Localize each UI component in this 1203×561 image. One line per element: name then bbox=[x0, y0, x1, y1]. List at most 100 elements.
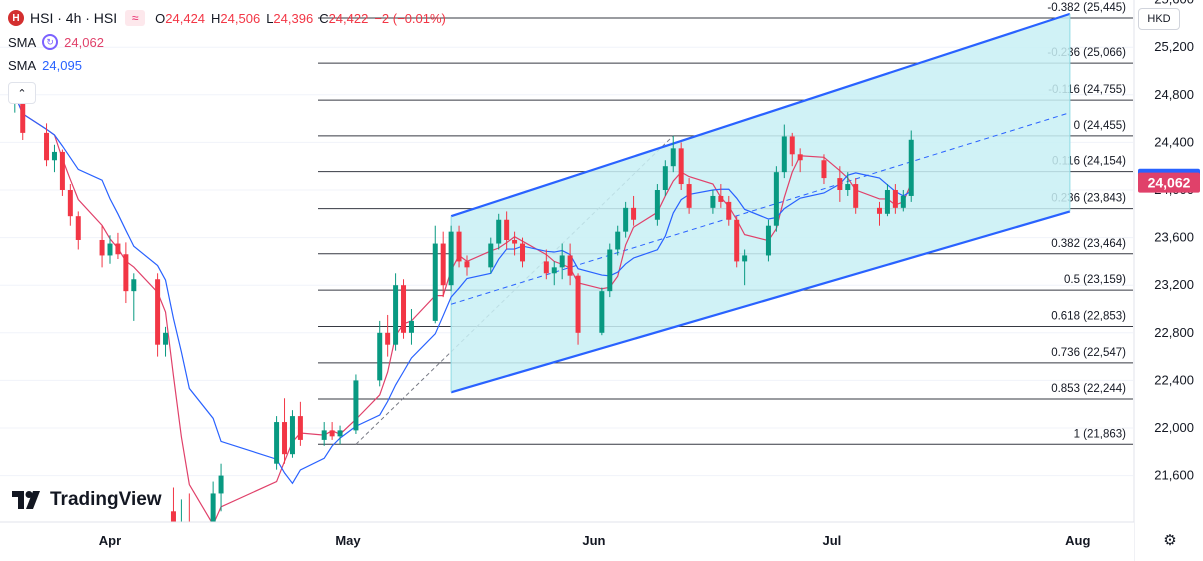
time-tick-label: Jun bbox=[582, 533, 605, 548]
price-tick-label: 23,200 bbox=[1154, 277, 1194, 292]
refresh-icon[interactable]: ↻ bbox=[42, 34, 59, 50]
candle-body bbox=[781, 136, 787, 173]
candle-body bbox=[742, 255, 748, 262]
candle-body bbox=[20, 94, 26, 133]
candle-body bbox=[401, 285, 407, 333]
candle-body bbox=[789, 136, 795, 155]
price-tick-label: 22,000 bbox=[1154, 420, 1194, 435]
candle-body bbox=[353, 380, 359, 431]
price-tick-label: 22,400 bbox=[1154, 372, 1194, 387]
candle-body bbox=[670, 148, 676, 167]
candle-body bbox=[615, 231, 621, 250]
candle-body bbox=[408, 320, 414, 333]
ohlc-close-value: 24,422 bbox=[328, 10, 369, 26]
channel-fill bbox=[451, 13, 1070, 393]
ohlc-low-value: 24,396 bbox=[273, 10, 314, 26]
candle-body bbox=[908, 139, 914, 196]
candle-body bbox=[837, 178, 843, 190]
ohlc-open-value: 24,424 bbox=[165, 10, 206, 26]
candle-body bbox=[282, 422, 288, 455]
candle-body bbox=[337, 430, 343, 437]
indicator-value: 24,062 bbox=[64, 34, 104, 50]
candle-body bbox=[654, 190, 660, 220]
compare-icon[interactable]: ≈ bbox=[125, 10, 146, 26]
brand-name: TradingView bbox=[50, 489, 162, 510]
candle-body bbox=[385, 332, 391, 345]
fib-level-label: 0.618 (22,853) bbox=[1051, 310, 1126, 322]
candle-body bbox=[900, 195, 906, 208]
candle-body bbox=[559, 255, 565, 268]
candle-body bbox=[107, 243, 113, 256]
candle-body bbox=[440, 243, 446, 286]
ohlc-high-value: 24,506 bbox=[220, 10, 261, 26]
candle-body bbox=[662, 166, 668, 190]
candle-body bbox=[218, 475, 224, 494]
time-tick-label: Jul bbox=[823, 533, 842, 548]
candle-body bbox=[289, 416, 295, 455]
tradingview-mark-icon bbox=[12, 491, 40, 509]
candle-body bbox=[797, 154, 803, 161]
candle-body bbox=[623, 207, 629, 232]
candle-body bbox=[678, 148, 684, 185]
ohlc-high-key: H bbox=[211, 10, 221, 26]
tradingview-logo: TradingView bbox=[12, 489, 162, 511]
ohlc-close-key: C bbox=[319, 10, 329, 26]
time-tick-label: Apr bbox=[99, 533, 121, 548]
symbol-title[interactable]: HSI · 4h · HSI bbox=[30, 10, 118, 26]
candle-body bbox=[892, 190, 898, 208]
candle-body bbox=[631, 207, 637, 220]
price-tag bbox=[1138, 172, 1200, 193]
price-axis-bg bbox=[1134, 0, 1203, 561]
indicator-sma-slow[interactable]: SMA 24,095 bbox=[8, 58, 82, 73]
candle-body bbox=[496, 219, 502, 244]
candle-body bbox=[44, 132, 50, 161]
price-tick-label: 21,600 bbox=[1154, 468, 1194, 483]
fib-level-label: 0.736 (22,547) bbox=[1051, 347, 1126, 359]
candle-body bbox=[99, 239, 105, 256]
candle-body bbox=[464, 261, 470, 268]
candle-body bbox=[377, 332, 383, 381]
candle-body bbox=[575, 275, 581, 333]
candle-body bbox=[726, 201, 732, 220]
candle-body bbox=[504, 219, 510, 240]
indicator-name: SMA bbox=[8, 34, 37, 50]
fib-level-label: 0.382 (23,464) bbox=[1051, 238, 1126, 250]
parallel-channel bbox=[450, 12, 1071, 394]
chart-header: H HSI · 4h · HSI ≈ O 24,424 H 24,506 L 2… bbox=[8, 8, 452, 28]
price-tick-label: 25,600 bbox=[1154, 0, 1194, 7]
price-tick-label: 23,600 bbox=[1154, 230, 1194, 245]
price-change: −2 (−0.01%) bbox=[374, 10, 446, 26]
candle-body bbox=[321, 430, 327, 440]
price-tick-label: 24,800 bbox=[1154, 87, 1194, 102]
candle-body bbox=[59, 151, 65, 190]
ohlc-open-key: O bbox=[155, 10, 166, 26]
fib-level-label: 1 (21,863) bbox=[1074, 428, 1127, 440]
indicator-value: 24,095 bbox=[42, 58, 82, 73]
currency-button[interactable]: HKD bbox=[1138, 8, 1180, 30]
price-tick-label: 24,400 bbox=[1154, 134, 1194, 149]
sma-fast-line bbox=[14, 94, 912, 526]
fib-level-label: 0 (24,455) bbox=[1074, 120, 1127, 132]
indicator-sma-fast[interactable]: SMA ↻ 24,062 bbox=[8, 34, 104, 50]
candle-body bbox=[765, 225, 771, 256]
candle-body bbox=[567, 255, 573, 276]
candle-body bbox=[520, 243, 526, 262]
settings-gear-icon[interactable]: ⚙ bbox=[1163, 532, 1177, 549]
candle-body bbox=[210, 493, 216, 536]
collapse-legend-button[interactable]: ⌃ bbox=[8, 82, 36, 104]
candle-body bbox=[67, 190, 73, 217]
candle-body bbox=[734, 219, 740, 262]
candle-body bbox=[115, 243, 121, 255]
candle-body bbox=[75, 216, 81, 240]
candle-body bbox=[607, 249, 613, 292]
symbol-logo[interactable]: H bbox=[8, 10, 24, 26]
candle-body bbox=[432, 243, 438, 321]
candle-body bbox=[131, 279, 137, 292]
candle-body bbox=[448, 231, 454, 286]
time-tick-label: May bbox=[335, 533, 361, 548]
candle-body bbox=[551, 267, 557, 274]
candle-body bbox=[853, 184, 859, 208]
fib-level-label: -0.382 (25,445) bbox=[1047, 2, 1126, 14]
price-tick-label: 22,800 bbox=[1154, 325, 1194, 340]
